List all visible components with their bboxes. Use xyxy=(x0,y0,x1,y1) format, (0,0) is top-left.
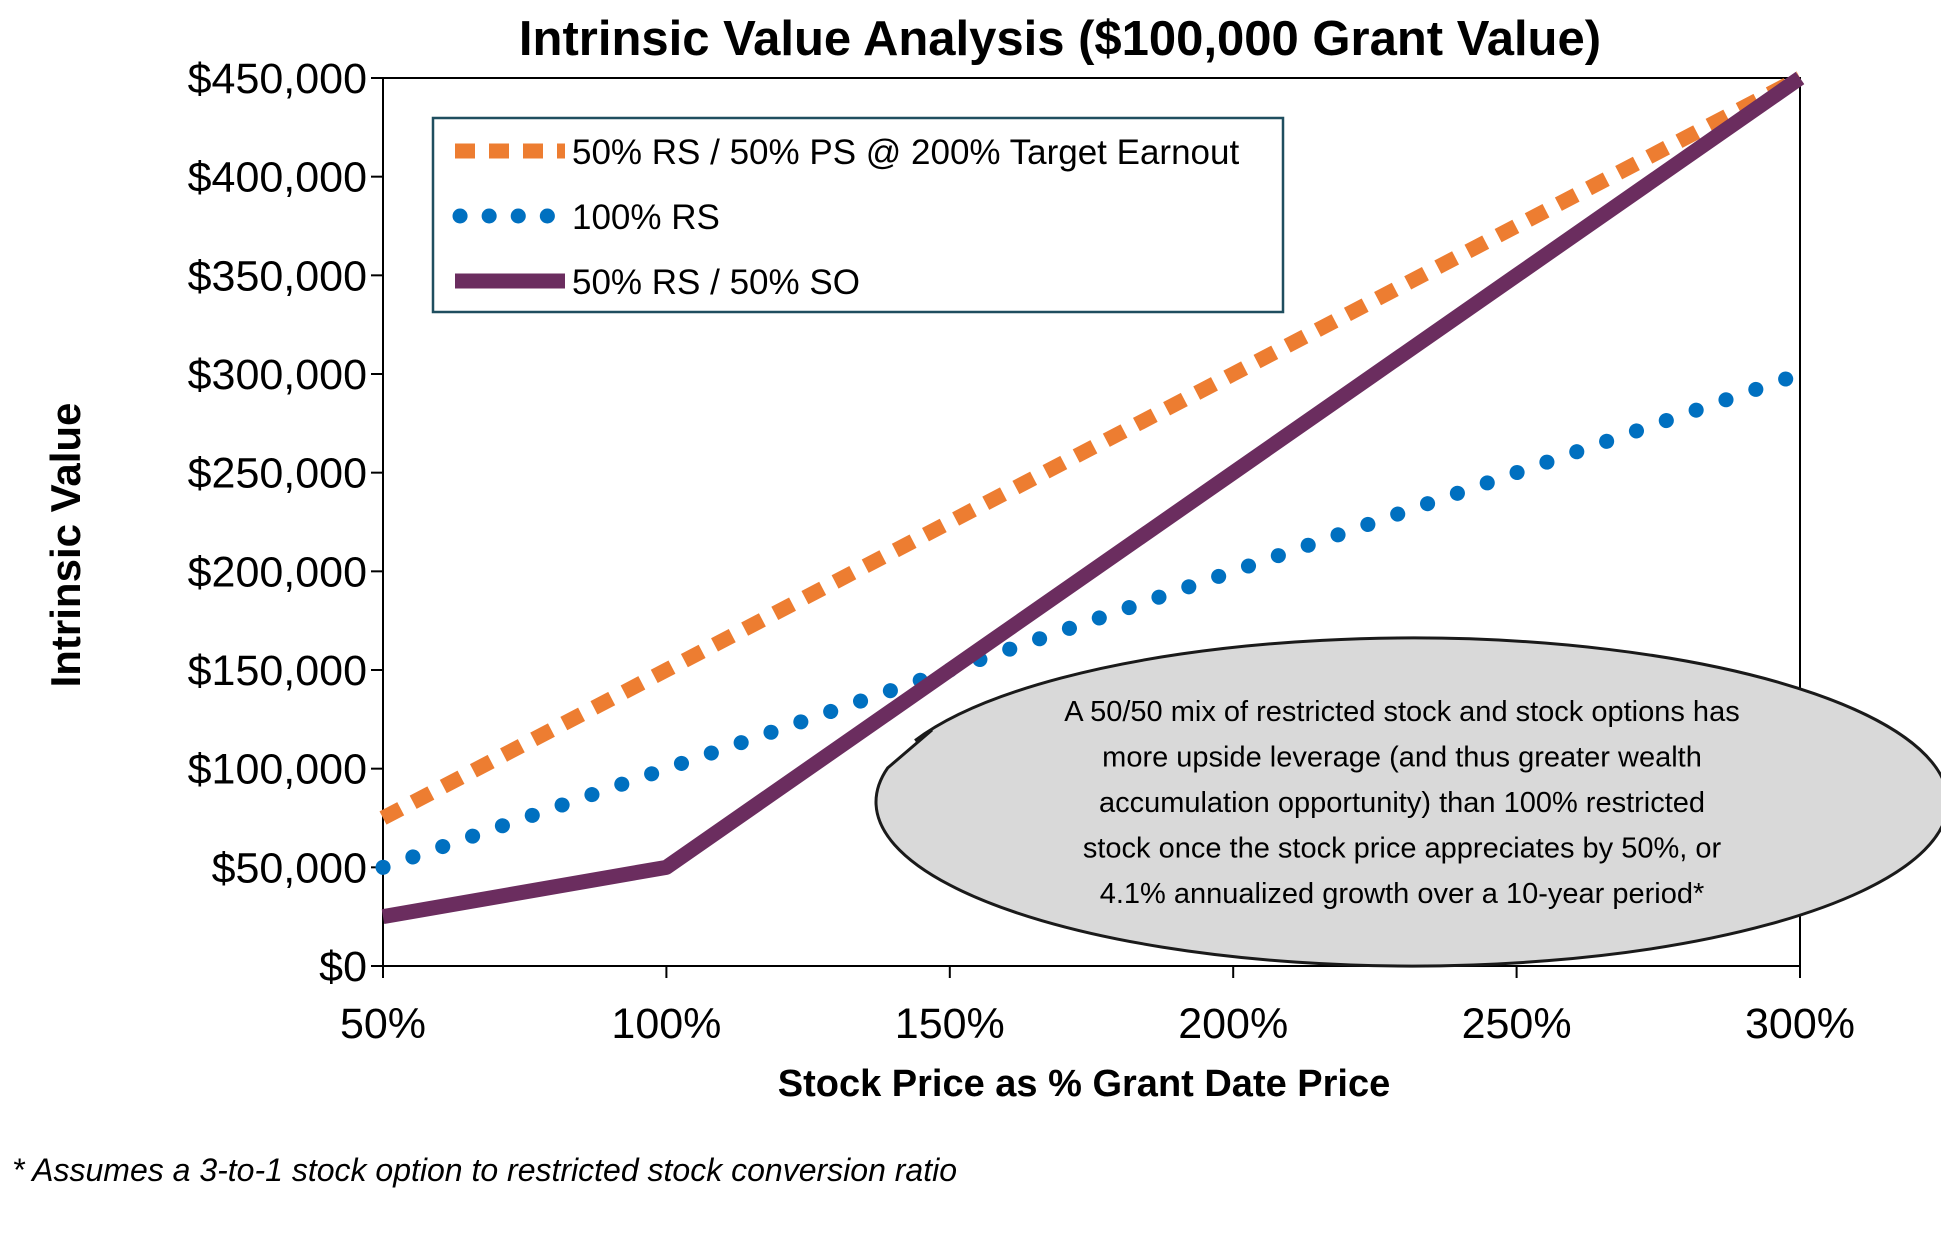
series-0-point xyxy=(383,818,384,819)
series-2-point xyxy=(666,867,667,868)
y-tick-label: $0 xyxy=(319,943,367,991)
y-tick-label: $300,000 xyxy=(188,351,367,399)
y-tick-label: $150,000 xyxy=(188,647,367,695)
callout-bubble xyxy=(874,636,1941,968)
series-layer xyxy=(375,71,1808,925)
series-2-point xyxy=(1516,275,1517,276)
legend: 50% RS / 50% PS @ 200% Target Earnout 100… xyxy=(431,116,1285,314)
x-tick-label: 250% xyxy=(1462,1000,1572,1048)
legend-label-0: 50% RS / 50% PS @ 200% Target Earnout xyxy=(572,133,1239,172)
series-line-0 xyxy=(379,71,1804,825)
series-2-point xyxy=(383,916,384,917)
y-tick-label: $50,000 xyxy=(212,844,367,892)
series-line-1 xyxy=(375,366,1808,875)
plot-area xyxy=(382,77,1801,967)
series-2-point xyxy=(949,670,950,671)
x-axis-title: Stock Price as % Grant Date Price xyxy=(778,1063,1391,1105)
series-1-point xyxy=(1233,571,1234,572)
series-1-point xyxy=(383,867,384,868)
series-line-2 xyxy=(381,71,1805,925)
series-0-point xyxy=(1516,226,1517,227)
callout-text-line: 4.1% annualized growth over a 10-year pe… xyxy=(1100,878,1705,910)
series-0-point xyxy=(949,522,950,523)
annotation-callout: A 50/50 mix of restricted stock and stoc… xyxy=(874,636,1941,968)
y-axis-title: Intrinsic Value xyxy=(42,403,89,688)
x-tick-label: 100% xyxy=(611,1000,721,1048)
series-1-point xyxy=(666,768,667,769)
x-tick-label: 150% xyxy=(895,1000,1005,1048)
legend-box xyxy=(431,116,1285,314)
x-tick-label: 200% xyxy=(1178,1000,1288,1048)
series-2-point xyxy=(1233,472,1234,473)
y-tick-label: $450,000 xyxy=(188,55,367,103)
series-1-point xyxy=(1516,472,1517,473)
x-axis: 50% 100% 150% 200% 250% 300% xyxy=(340,966,1855,1048)
series-2-point xyxy=(1800,78,1801,79)
y-tick-label: $100,000 xyxy=(188,746,367,794)
callout-text-line: stock once the stock price appreciates b… xyxy=(1083,833,1722,865)
series-0-point xyxy=(666,670,667,671)
x-tick-label: 300% xyxy=(1745,1000,1855,1048)
series-0-point xyxy=(1233,374,1234,375)
chart-title: Intrinsic Value Analysis ($100,000 Grant… xyxy=(519,12,1601,66)
y-tick-label: $200,000 xyxy=(188,548,367,596)
callout-text-line: more upside leverage (and thus greater w… xyxy=(1102,742,1702,774)
legend-label-1: 100% RS xyxy=(572,198,720,237)
y-tick-label: $350,000 xyxy=(188,252,367,300)
legend-label-2: 50% RS / 50% SO xyxy=(572,263,860,302)
y-axis: $0 $50,000 $100,000 $150,000 $200,000 $250,00… xyxy=(188,55,383,991)
callout-text-line: A 50/50 mix of restricted stock and stoc… xyxy=(1064,696,1739,728)
callout-text-line: accumulation opportunity) than 100% rest… xyxy=(1099,787,1705,819)
series-1-point xyxy=(1800,374,1801,375)
x-tick-label: 50% xyxy=(340,1000,426,1048)
y-tick-label: $250,000 xyxy=(188,450,367,498)
footnote: * Assumes a 3-to-1 stock option to restr… xyxy=(12,1152,957,1188)
y-tick-label: $400,000 xyxy=(188,154,367,202)
